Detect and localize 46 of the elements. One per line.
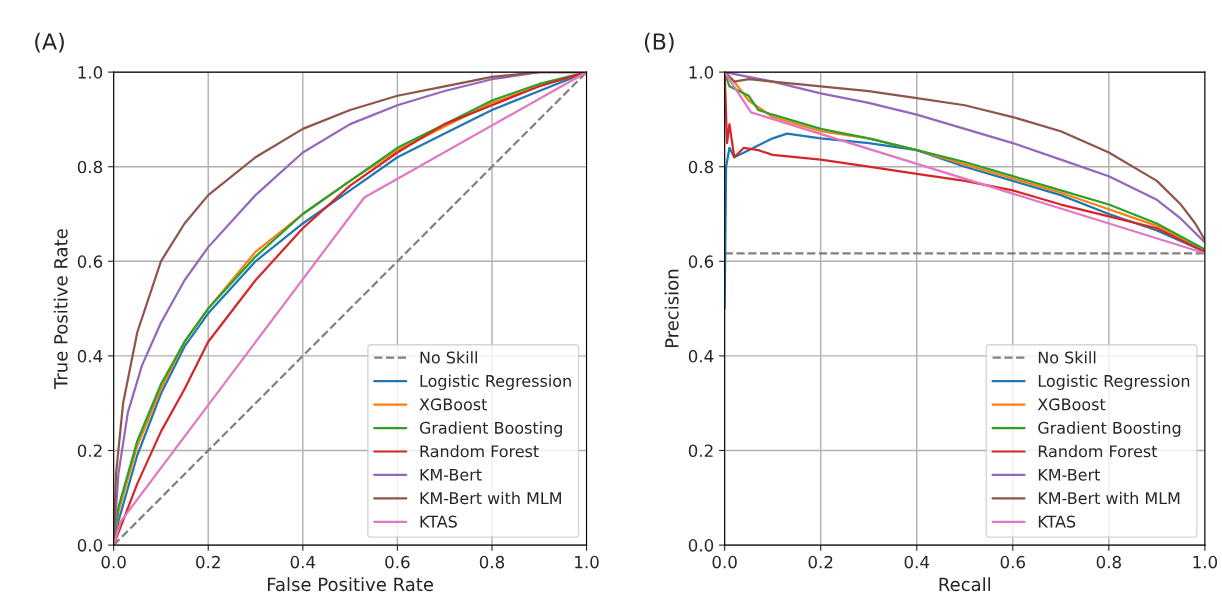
- y-tick-label: 0.2: [77, 444, 102, 458]
- legend-label: Logistic Regression: [1038, 374, 1190, 391]
- chart-title: (A): [35, 32, 64, 53]
- x-tick-label: 1.0: [575, 555, 599, 569]
- y-tick-label: 0.0: [688, 539, 714, 552]
- x-tick-label: 0.4: [290, 555, 316, 569]
- y-tick-label: 0.4: [77, 349, 103, 363]
- y-tick-label: 0.2: [688, 444, 713, 458]
- legend-label: Gradient Boosting: [419, 421, 562, 437]
- legend-label: KTAS: [420, 515, 457, 528]
- chart-title: (B): [644, 32, 674, 53]
- x-tick-label: 0.0: [712, 555, 737, 569]
- x-tick-label: 0.0: [101, 555, 126, 569]
- x-tick-label: 0.8: [479, 555, 505, 569]
- legend-label: No Skill: [1038, 351, 1096, 364]
- x-tick-label: 0.2: [808, 555, 833, 569]
- legend-label: KM-Bert: [420, 468, 482, 481]
- y-tick-label: 1.0: [689, 66, 714, 79]
- x-axis-title: False Positive Rate: [267, 577, 434, 592]
- x-tick-label: 0.8: [1096, 555, 1121, 569]
- y-tick-label: 0.6: [77, 255, 103, 268]
- legend-label: KTAS: [1038, 515, 1076, 528]
- legend-label: KM-Bert with MLM: [1038, 491, 1180, 505]
- legend-label: Random Forest: [420, 444, 539, 458]
- legend-label: XGBoost: [419, 398, 487, 411]
- y-axis-title: Precision: [664, 269, 679, 348]
- y-tick-label: 0.8: [77, 160, 103, 174]
- y-tick-label: 0.0: [77, 539, 103, 552]
- x-tick-label: 0.6: [385, 555, 410, 569]
- x-tick-label: 1.0: [1193, 555, 1218, 569]
- legend-label: KM-Bert: [1038, 468, 1100, 481]
- x-tick-label: 0.6: [1000, 555, 1025, 569]
- x-tick-label: 0.2: [196, 555, 220, 569]
- legend-label: XGBoost: [1037, 398, 1106, 411]
- legend-label: Gradient Boosting: [1038, 421, 1181, 437]
- y-tick-label: 0.6: [688, 255, 714, 268]
- x-tick-label: 0.4: [904, 555, 930, 569]
- y-axis-title: True Positive Rate: [53, 229, 68, 390]
- y-tick-label: 0.8: [688, 160, 714, 174]
- legend-label: KM-Bert with MLM: [420, 491, 561, 505]
- x-axis-title: Recall: [939, 577, 991, 592]
- legend-label: Random Forest: [1038, 444, 1158, 458]
- y-tick-label: 1.0: [78, 66, 103, 79]
- legend-label: Logistic Regression: [420, 374, 571, 391]
- legend-label: No Skill: [420, 351, 477, 364]
- y-tick-label: 0.4: [688, 349, 714, 363]
